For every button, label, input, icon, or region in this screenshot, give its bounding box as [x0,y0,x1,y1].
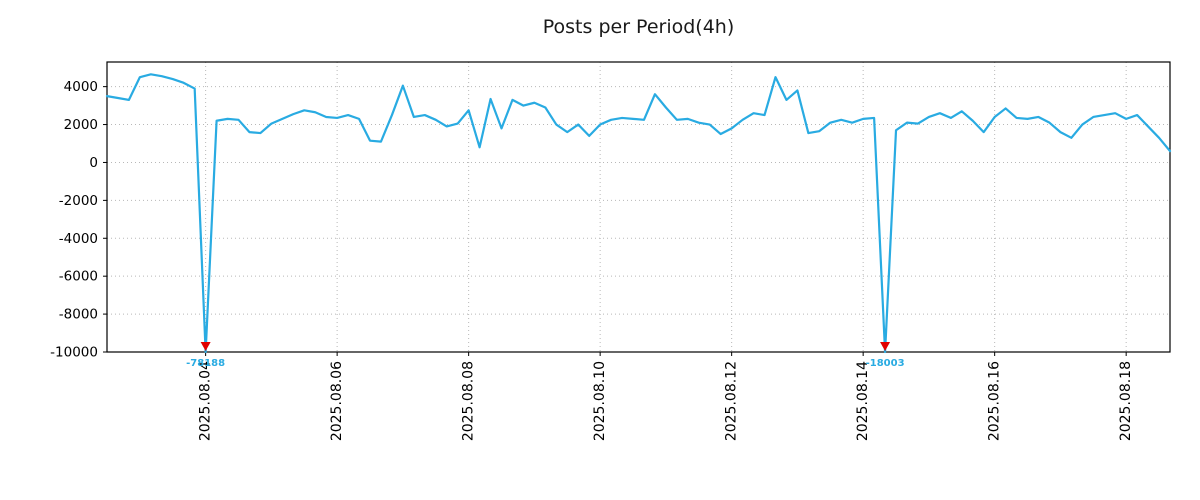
y-tick-label: 4000 [64,79,98,95]
minimum-marker-icon [880,342,891,351]
minimum-marker-icon [200,342,211,351]
y-tick-label: -10000 [50,345,98,361]
y-tick-label: -8000 [59,307,98,323]
x-tick-label: 2025.08.18 [1118,361,1134,441]
x-tick-label: 2025.08.06 [329,361,345,441]
posts-series-line [105,73,1172,354]
y-tick-label: -2000 [59,193,98,209]
minimum-value-label: -78188 [186,358,225,369]
y-tick-label: 0 [89,155,98,171]
y-tick-label: -4000 [59,231,98,247]
x-tick-label: 2025.08.16 [987,361,1003,441]
minimum-value-label: -18003 [866,358,905,369]
y-tick-label: -6000 [59,269,98,285]
x-tick-label: 2025.08.08 [461,361,477,441]
x-tick-label: 2025.08.04 [198,361,214,441]
chart-title: Posts per Period(4h) [542,16,735,38]
y-tick-label: 2000 [64,117,98,133]
x-tick-label: 2025.08.12 [724,361,740,441]
x-tick-label: 2025.08.14 [855,361,871,441]
x-tick-label: 2025.08.10 [592,361,608,441]
axes-frame [106,61,1171,353]
